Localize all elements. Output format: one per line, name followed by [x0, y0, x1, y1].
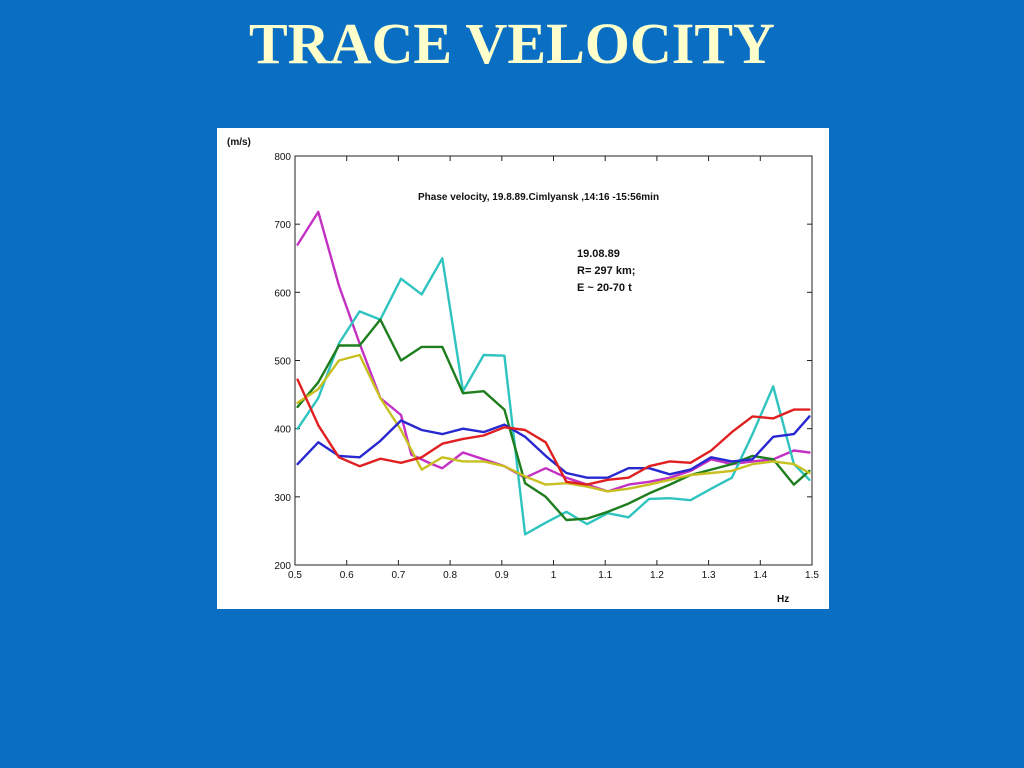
series-line	[296, 318, 811, 522]
series-line	[296, 353, 811, 493]
x-axis-label: Hz	[777, 594, 789, 605]
x-tick-label: 0.9	[495, 570, 509, 581]
chart-panel: 0.5 0.6 0.7 0.8 0.9 1 1.1 1.2 1.3 1.4 1.5 200 300 400…	[217, 128, 829, 609]
series-line	[296, 415, 811, 479]
y-tick-label: 300	[274, 493, 291, 504]
x-tick-label: 1.5	[805, 570, 819, 581]
x-tick-label: 1.1	[598, 570, 612, 581]
y-tick-label: 600	[274, 288, 291, 299]
series-line	[296, 210, 811, 493]
x-tick-label: 0.6	[340, 570, 354, 581]
annotation-date: 19.08.89	[577, 248, 620, 260]
y-tick-label: 800	[274, 152, 291, 163]
x-tick-label: 1.2	[650, 570, 664, 581]
plot-frame	[294, 155, 813, 566]
series-line	[296, 378, 811, 486]
y-tick-label: 500	[274, 357, 291, 368]
y-tick-label: 400	[274, 425, 291, 436]
x-tick-label: 1.3	[702, 570, 716, 581]
x-tick-label: 0.7	[391, 570, 405, 581]
annotation-range: R= 297 km;	[577, 265, 635, 277]
x-tick-label: 0.5	[288, 570, 302, 581]
y-axis-label: (m/s)	[227, 137, 251, 148]
y-tick-label: 700	[274, 220, 291, 231]
x-tick-label: 1	[551, 570, 557, 581]
chart-title: Phase velocity, 19.8.89.Cimlyansk ,14:16…	[418, 192, 659, 203]
series-lines	[296, 210, 811, 536]
phase-velocity-chart: 0.5 0.6 0.7 0.8 0.9 1 1.1 1.2 1.3 1.4 1.5 200 300 400…	[227, 137, 819, 605]
series-line	[296, 257, 811, 536]
x-tick-label: 0.8	[443, 570, 457, 581]
x-tick-label: 1.4	[753, 570, 767, 581]
y-tick-label: 200	[274, 561, 291, 572]
slide-title: TRACE VELOCITY	[249, 11, 775, 76]
axes: 0.5 0.6 0.7 0.8 0.9 1 1.1 1.2 1.3 1.4 1.5 200 300 400…	[274, 152, 819, 581]
annotation-energy: E ~ 20-70 t	[577, 282, 632, 294]
